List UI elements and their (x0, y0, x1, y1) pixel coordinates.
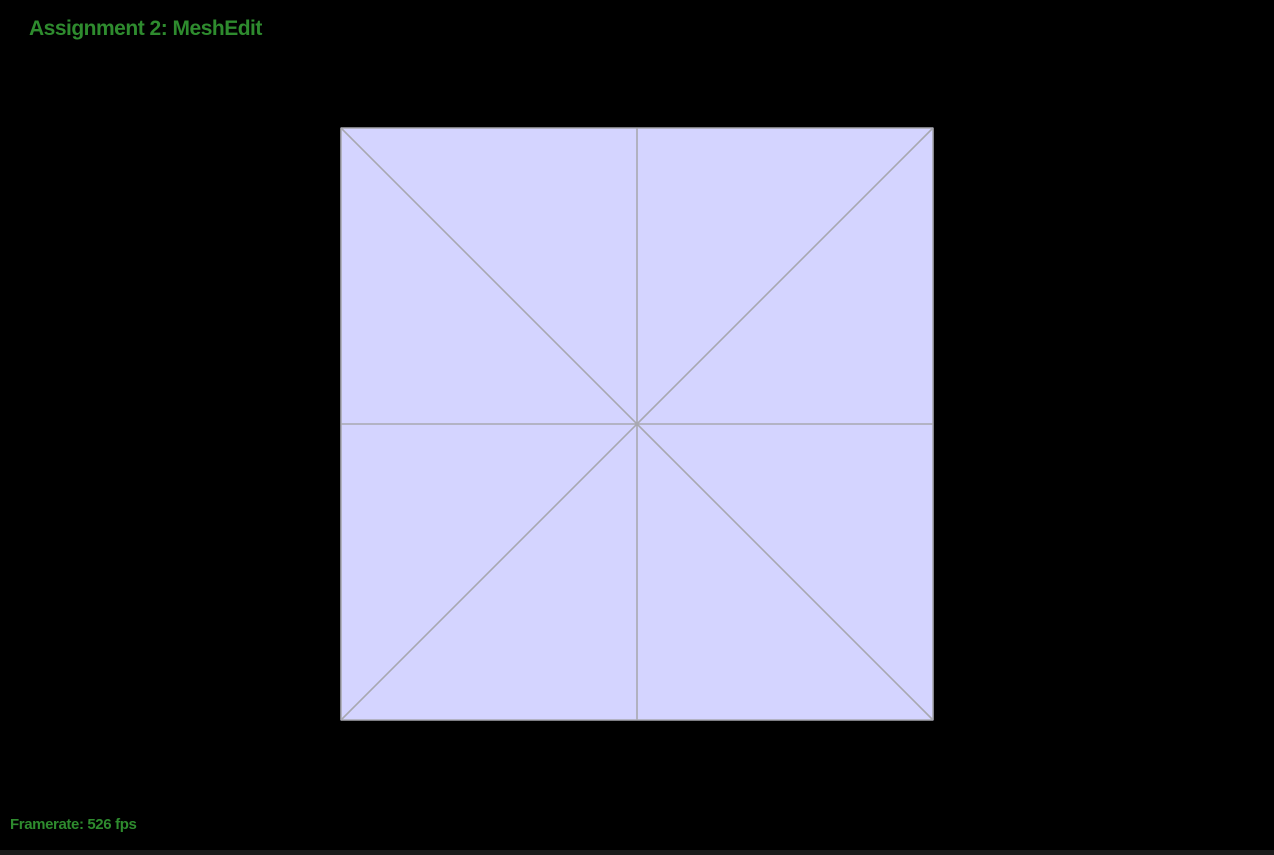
mesh-edge[interactable] (340, 127, 638, 425)
framerate-label: Framerate: (10, 816, 84, 833)
framerate-unit: fps (115, 816, 137, 833)
mesh-edge[interactable] (340, 423, 638, 721)
mesh-edges[interactable] (340, 127, 934, 721)
mesh-edge[interactable] (636, 127, 934, 425)
window-bottom-edge (0, 850, 1274, 855)
mesh-edge[interactable] (636, 423, 934, 721)
framerate-value: 526 (87, 816, 112, 833)
framerate-readout: Framerate: 526 fps (10, 816, 137, 833)
app-title: Assignment 2: MeshEdit (29, 17, 262, 40)
